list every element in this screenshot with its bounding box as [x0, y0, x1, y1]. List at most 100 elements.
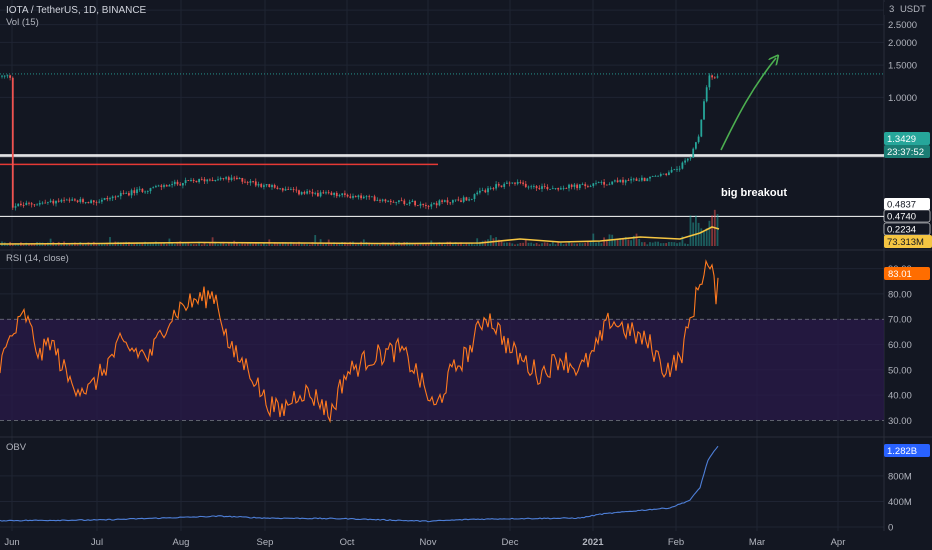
- candle[interactable]: [546, 186, 549, 190]
- candle[interactable]: [125, 193, 128, 194]
- candle[interactable]: [190, 179, 192, 181]
- candle[interactable]: [603, 182, 605, 185]
- candle[interactable]: [14, 206, 17, 208]
- candle[interactable]: [673, 169, 676, 171]
- candle[interactable]: [114, 196, 117, 198]
- candle[interactable]: [292, 189, 295, 190]
- candle[interactable]: [700, 119, 703, 137]
- candle[interactable]: [227, 177, 230, 180]
- candle[interactable]: [217, 179, 219, 181]
- candle[interactable]: [543, 186, 546, 187]
- candle[interactable]: [476, 192, 479, 195]
- candle[interactable]: [238, 177, 241, 180]
- candle[interactable]: [411, 200, 414, 203]
- candle[interactable]: [327, 192, 330, 194]
- candle[interactable]: [632, 178, 635, 180]
- candle[interactable]: [176, 181, 179, 185]
- candle[interactable]: [74, 199, 76, 201]
- candle[interactable]: [414, 200, 416, 206]
- candle[interactable]: [605, 184, 608, 186]
- candle[interactable]: [55, 200, 57, 204]
- candle[interactable]: [530, 186, 533, 188]
- candle[interactable]: [387, 200, 389, 202]
- candle[interactable]: [705, 87, 708, 102]
- candle[interactable]: [630, 179, 632, 181]
- candle[interactable]: [65, 199, 68, 201]
- candle[interactable]: [314, 193, 317, 194]
- rsi-tick-label[interactable]: 30.00: [888, 416, 912, 427]
- candle[interactable]: [524, 183, 527, 187]
- candle[interactable]: [711, 75, 713, 78]
- candle[interactable]: [481, 190, 484, 192]
- candle[interactable]: [44, 202, 47, 204]
- time-tick-label[interactable]: 2021: [582, 537, 604, 548]
- candle[interactable]: [225, 177, 227, 179]
- candle[interactable]: [206, 179, 209, 182]
- candle[interactable]: [406, 203, 408, 205]
- candle[interactable]: [497, 184, 500, 186]
- candle[interactable]: [133, 190, 136, 194]
- candle[interactable]: [703, 101, 705, 120]
- candle[interactable]: [330, 192, 333, 195]
- candle[interactable]: [103, 198, 106, 200]
- candle[interactable]: [117, 196, 119, 197]
- price-tick-label[interactable]: 2.5000: [888, 20, 917, 31]
- candle[interactable]: [155, 186, 157, 188]
- candle[interactable]: [163, 185, 165, 187]
- rsi-tick-label[interactable]: 80.00: [888, 289, 912, 300]
- candle[interactable]: [646, 178, 649, 182]
- candle[interactable]: [468, 199, 470, 201]
- candle[interactable]: [360, 195, 362, 199]
- candle[interactable]: [182, 183, 184, 186]
- candle[interactable]: [308, 191, 311, 193]
- candle[interactable]: [689, 157, 692, 159]
- candle[interactable]: [9, 75, 11, 78]
- candle[interactable]: [643, 177, 646, 182]
- candle[interactable]: [184, 180, 187, 184]
- candle[interactable]: [500, 185, 503, 187]
- candle[interactable]: [516, 181, 519, 184]
- candle[interactable]: [200, 178, 203, 180]
- candle[interactable]: [233, 177, 236, 179]
- rsi-line[interactable]: [0, 259, 719, 424]
- candle[interactable]: [616, 180, 619, 183]
- candle[interactable]: [557, 188, 560, 190]
- candle[interactable]: [338, 195, 341, 197]
- candle[interactable]: [506, 182, 508, 184]
- candle[interactable]: [684, 160, 686, 163]
- candle[interactable]: [600, 182, 603, 183]
- candle[interactable]: [522, 182, 524, 184]
- candle[interactable]: [635, 178, 638, 181]
- candle[interactable]: [52, 200, 55, 204]
- candle[interactable]: [389, 200, 392, 202]
- time-tick-label[interactable]: Aug: [173, 537, 190, 548]
- candle[interactable]: [195, 180, 198, 183]
- candle[interactable]: [68, 199, 71, 201]
- candle[interactable]: [144, 191, 146, 193]
- candle[interactable]: [152, 187, 155, 189]
- candle[interactable]: [551, 188, 554, 190]
- rsi-label[interactable]: RSI (14, close): [6, 253, 69, 264]
- candle[interactable]: [82, 199, 84, 203]
- candle[interactable]: [198, 178, 200, 183]
- price-tick-label[interactable]: 1.0000: [888, 93, 917, 104]
- candle[interactable]: [495, 184, 497, 189]
- candle[interactable]: [333, 192, 335, 195]
- time-tick-label[interactable]: Jun: [4, 537, 19, 548]
- candle[interactable]: [446, 200, 449, 203]
- candle[interactable]: [676, 169, 678, 170]
- candle[interactable]: [192, 179, 195, 181]
- candle[interactable]: [454, 199, 457, 201]
- candle[interactable]: [187, 180, 190, 181]
- candle[interactable]: [168, 185, 171, 187]
- candle[interactable]: [311, 191, 314, 194]
- rsi-tick-label[interactable]: 40.00: [888, 391, 912, 402]
- candle[interactable]: [271, 185, 273, 188]
- rsi-pane[interactable]: [0, 259, 884, 424]
- candle[interactable]: [654, 175, 657, 177]
- candle[interactable]: [60, 199, 63, 202]
- candle[interactable]: [111, 196, 114, 199]
- candle[interactable]: [290, 189, 292, 190]
- candle[interactable]: [697, 136, 700, 143]
- candle[interactable]: [146, 191, 149, 192]
